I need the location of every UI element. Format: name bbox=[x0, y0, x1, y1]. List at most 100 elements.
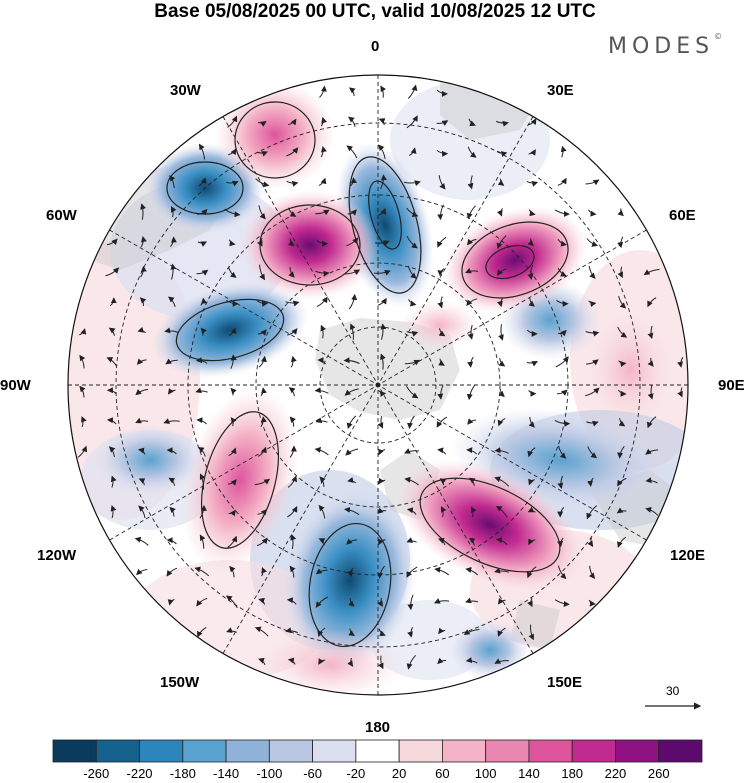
colorbar-swatch bbox=[52, 739, 97, 763]
wind-vector bbox=[226, 180, 239, 187]
colorbar-swatch bbox=[225, 739, 270, 763]
wind-vector bbox=[495, 537, 508, 545]
wind-vector bbox=[258, 657, 266, 666]
wind-vector bbox=[316, 239, 329, 247]
wind-vector bbox=[497, 627, 506, 637]
wind-vector bbox=[289, 565, 296, 578]
wind-vector bbox=[81, 416, 87, 428]
wind-vector bbox=[375, 240, 390, 246]
wind-vector bbox=[259, 264, 266, 281]
wind-vector bbox=[528, 478, 535, 486]
wind-vector bbox=[348, 628, 355, 637]
wind-vector bbox=[618, 295, 627, 309]
wind-vector bbox=[195, 387, 208, 394]
lon-label-90w: 90W bbox=[0, 377, 31, 394]
wind-vector bbox=[497, 418, 506, 427]
wind-vector bbox=[554, 419, 571, 427]
lon-label-150w: 150W bbox=[160, 674, 200, 691]
map-border bbox=[67, 74, 689, 696]
wind-vector bbox=[256, 151, 268, 157]
wind-vector bbox=[137, 326, 146, 334]
wind-vector bbox=[406, 235, 418, 249]
wind-vector bbox=[315, 596, 328, 608]
wind-vector bbox=[197, 626, 207, 638]
wind-vector bbox=[77, 445, 88, 458]
wind-vector bbox=[528, 389, 537, 397]
wind-vector bbox=[344, 506, 360, 516]
wind-vector bbox=[404, 476, 420, 486]
wind-vector bbox=[319, 85, 327, 98]
wind-vector bbox=[320, 324, 327, 339]
wind-vector bbox=[288, 238, 295, 247]
wind-vector bbox=[287, 475, 298, 488]
wind-vector bbox=[645, 448, 659, 455]
wind-vector bbox=[643, 268, 660, 276]
wind-vector bbox=[463, 629, 480, 636]
wind-vector bbox=[347, 477, 357, 484]
wind-vector bbox=[406, 537, 417, 543]
wind-vector bbox=[554, 599, 570, 608]
wind-vector bbox=[468, 537, 476, 546]
wind-vector bbox=[228, 509, 236, 517]
wind-vector bbox=[528, 624, 534, 641]
wind-vector bbox=[408, 299, 417, 307]
wind-vector bbox=[261, 566, 267, 577]
map-disc bbox=[68, 75, 688, 695]
wind-vector bbox=[230, 387, 237, 396]
wind-vector bbox=[110, 475, 117, 488]
wind-vector bbox=[314, 446, 329, 456]
wind-vector bbox=[106, 357, 118, 367]
wind-vector bbox=[167, 598, 175, 606]
wind-vector bbox=[677, 356, 684, 368]
wind-vector bbox=[436, 149, 449, 157]
wind-vectors bbox=[77, 84, 684, 670]
wind-vector bbox=[106, 417, 117, 425]
wind-vector bbox=[225, 595, 238, 609]
wind-vector bbox=[315, 568, 328, 575]
wind-vector bbox=[140, 236, 147, 248]
anomaly-pink-south bbox=[255, 630, 405, 695]
wind-vector bbox=[585, 330, 600, 337]
colorbar-tick-label: 220 bbox=[604, 766, 627, 781]
wind-vector bbox=[526, 361, 538, 367]
colorbar-tick-label: 260 bbox=[647, 766, 670, 781]
wind-vector bbox=[227, 115, 238, 128]
colorbar-tick-label: 60 bbox=[435, 766, 450, 781]
wind-vector bbox=[319, 476, 326, 487]
wind-vector bbox=[260, 416, 267, 428]
wind-vector bbox=[228, 239, 236, 247]
wind-vector bbox=[285, 300, 300, 307]
wind-vector bbox=[438, 537, 446, 546]
wind-vector bbox=[255, 178, 270, 188]
wind-vector bbox=[374, 270, 391, 276]
wind-vector bbox=[344, 388, 359, 396]
wind-vector bbox=[257, 329, 267, 336]
wind-vector bbox=[647, 385, 654, 400]
lon-label-30e: 30E bbox=[547, 82, 574, 99]
wind-vector bbox=[108, 327, 116, 336]
lon-label-180: 180 bbox=[365, 719, 391, 736]
wind-vector bbox=[526, 566, 537, 579]
wind-vector bbox=[557, 507, 565, 518]
colorbar-swatch bbox=[312, 739, 357, 763]
wind-vector bbox=[106, 238, 118, 246]
brand-text: MODES bbox=[608, 34, 715, 59]
wind-vector bbox=[256, 300, 269, 307]
anomaly-magenta-europe bbox=[442, 206, 588, 314]
wind-vector bbox=[588, 599, 596, 607]
wind-vector bbox=[555, 356, 569, 368]
wind-vector bbox=[315, 417, 328, 424]
wind-vector bbox=[166, 447, 177, 455]
wind-vector bbox=[407, 84, 418, 99]
wind-vector bbox=[494, 476, 510, 487]
wind-vector bbox=[196, 597, 208, 607]
wind-vector bbox=[347, 657, 354, 667]
wind-vector bbox=[433, 598, 450, 604]
wind-vector bbox=[200, 327, 207, 336]
wind-vector bbox=[647, 357, 654, 367]
wind-vector bbox=[588, 565, 596, 579]
wind-vector bbox=[557, 177, 567, 186]
wind-vector bbox=[170, 263, 177, 280]
wind-vector bbox=[645, 477, 658, 484]
wind-vector bbox=[378, 390, 387, 397]
